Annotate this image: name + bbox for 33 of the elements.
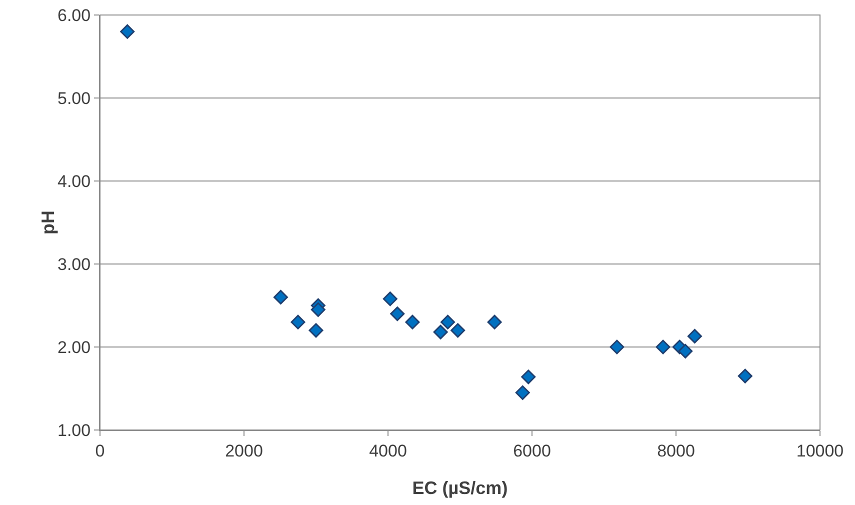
point <box>687 328 702 344</box>
point <box>738 368 752 384</box>
point <box>678 344 693 358</box>
x-tick-label: 6000 <box>513 441 551 460</box>
point <box>656 340 670 354</box>
point <box>440 314 456 330</box>
x-tick-label: 2000 <box>225 441 263 460</box>
x-tick-label: 0 <box>95 441 105 460</box>
point <box>290 314 306 330</box>
point <box>310 302 326 317</box>
y-axis-title: pH <box>38 210 58 234</box>
point <box>273 290 288 304</box>
point <box>515 385 530 400</box>
point <box>521 370 536 384</box>
y-tick-label: 6.00 <box>58 6 91 25</box>
x-tick-label: 8000 <box>657 441 695 460</box>
point <box>433 324 448 340</box>
y-tick-label: 1.00 <box>58 420 91 440</box>
point <box>487 314 502 330</box>
point <box>120 24 135 39</box>
point <box>390 306 405 322</box>
point <box>405 314 420 330</box>
point <box>450 323 466 338</box>
y-tick-label: 3.00 <box>58 254 91 274</box>
y-tick-label: 4.00 <box>58 172 91 191</box>
x-axis-title: EC (µS/cm) <box>412 478 508 498</box>
x-tick-label: 10000 <box>796 441 844 460</box>
point <box>382 292 398 306</box>
y-tick-label: 2.00 <box>58 338 91 357</box>
point <box>308 323 324 338</box>
y-tick-label: 5.00 <box>58 88 91 108</box>
point <box>610 340 624 354</box>
x-tick-label: 4000 <box>369 441 407 460</box>
